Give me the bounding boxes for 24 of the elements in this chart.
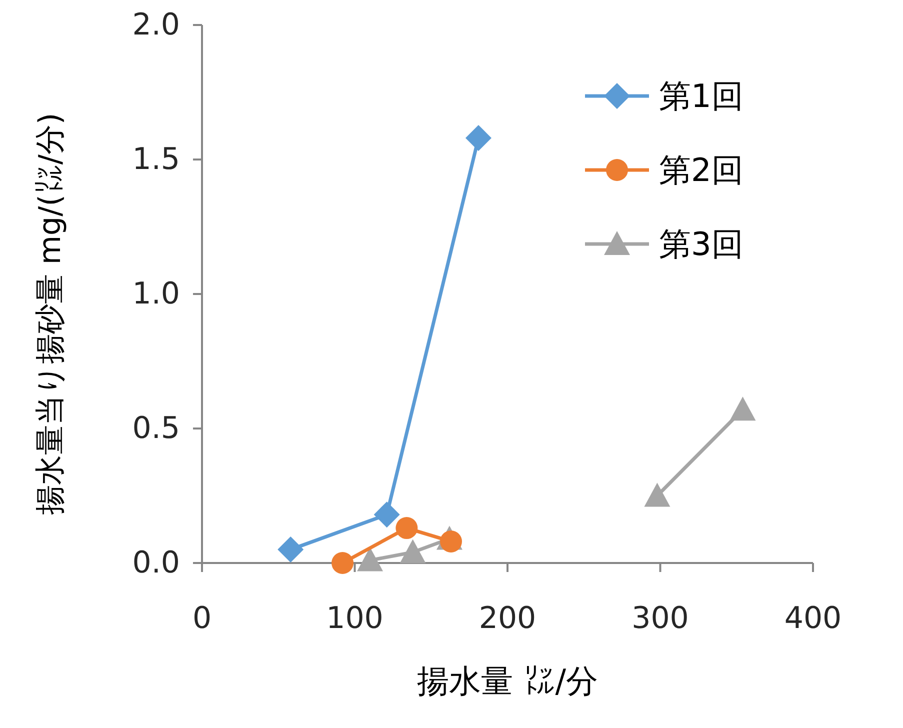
y-tick-label: 0.0 xyxy=(132,546,180,580)
point xyxy=(730,396,756,421)
x-tick-label: 300 xyxy=(632,601,689,636)
x-tick-label: 100 xyxy=(326,601,384,636)
y-tick-label: 0.5 xyxy=(132,411,180,446)
legend-label: 第1回 xyxy=(659,77,744,115)
x-tick-label: 400 xyxy=(784,601,842,636)
y-tick-label: 1.5 xyxy=(132,142,180,177)
point xyxy=(357,547,384,572)
x-axis-title: 揚水量 ㍑/分 xyxy=(417,662,598,700)
legend-label: 第3回 xyxy=(659,225,744,263)
x-tick-label: 0 xyxy=(192,601,212,636)
y-tick-label: 2.0 xyxy=(132,8,180,42)
point xyxy=(400,539,426,564)
x-tick-label: 200 xyxy=(478,601,536,636)
legend-label: 第2回 xyxy=(659,151,744,189)
point xyxy=(465,124,492,151)
y-axis-title: 揚水量当り揚砂量 mg/(㍑/分) xyxy=(33,112,68,516)
point xyxy=(332,552,354,574)
point xyxy=(644,482,670,507)
y-tick-label: 1.0 xyxy=(132,276,180,312)
point xyxy=(278,536,304,563)
point xyxy=(396,517,418,540)
point xyxy=(374,502,400,528)
